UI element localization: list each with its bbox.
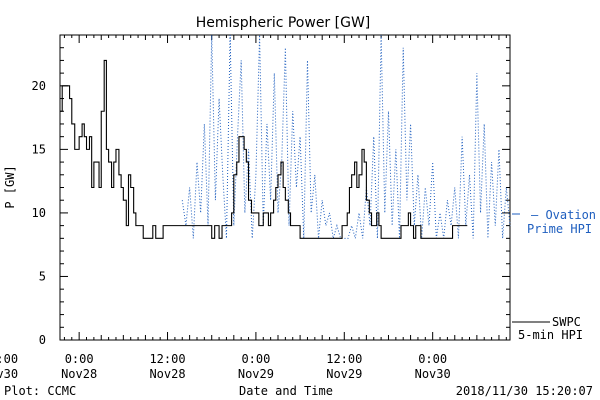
x-tick-date: Nov29 <box>326 367 362 381</box>
series-line-ovation <box>181 34 511 239</box>
x-axis: 0:00Nov2812:00Nov280:00Nov2912:00Nov290:… <box>0 35 507 381</box>
x-tick-date: Nov30 <box>415 367 451 381</box>
x-tick-time: 0:00 <box>65 352 94 366</box>
legend: — Ovation Prime HPI SWPC 5-min HPI <box>512 208 596 342</box>
y-tick-label: 10 <box>32 206 46 220</box>
footer-timestamp: 2018/11/30 15:20:07 <box>456 384 593 398</box>
series-ovation-prime-hpi <box>181 34 511 239</box>
x-tick-date: Nov30 <box>0 367 18 381</box>
x-tick-date: Nov29 <box>238 367 274 381</box>
x-axis-label: Date and Time <box>239 384 333 398</box>
series-line-swpc <box>60 59 468 239</box>
x-tick-time: 0:00 <box>418 352 447 366</box>
y-axis-label: P [GW] <box>3 165 17 208</box>
legend-swpc-line1: SWPC <box>552 315 581 329</box>
x-tick-time: 0:00 <box>241 352 270 366</box>
x-tick-time: 12:00 <box>326 352 362 366</box>
legend-swpc-line2: 5-min HPI <box>518 328 583 342</box>
y-tick-label: 5 <box>39 269 46 283</box>
x-tick-date: Nov28 <box>61 367 97 381</box>
legend-ovation-line2: Prime HPI <box>527 222 592 236</box>
x-tick-date: Nov28 <box>149 367 185 381</box>
y-axis: 0 5 10 15 20 <box>32 34 510 347</box>
x-tick-time: 12:00 <box>0 352 18 366</box>
x-tick-time: 12:00 <box>149 352 185 366</box>
chart-title: Hemispheric Power [GW] <box>196 15 371 31</box>
y-tick-label: 0 <box>39 333 46 347</box>
legend-ovation-line1: — Ovation <box>531 208 596 222</box>
y-tick-label: 15 <box>32 142 46 156</box>
series-swpc-5min-hpi <box>60 59 468 239</box>
footer-plot-credit: Plot: CCMC <box>4 384 76 398</box>
y-tick-label: 20 <box>32 79 46 93</box>
